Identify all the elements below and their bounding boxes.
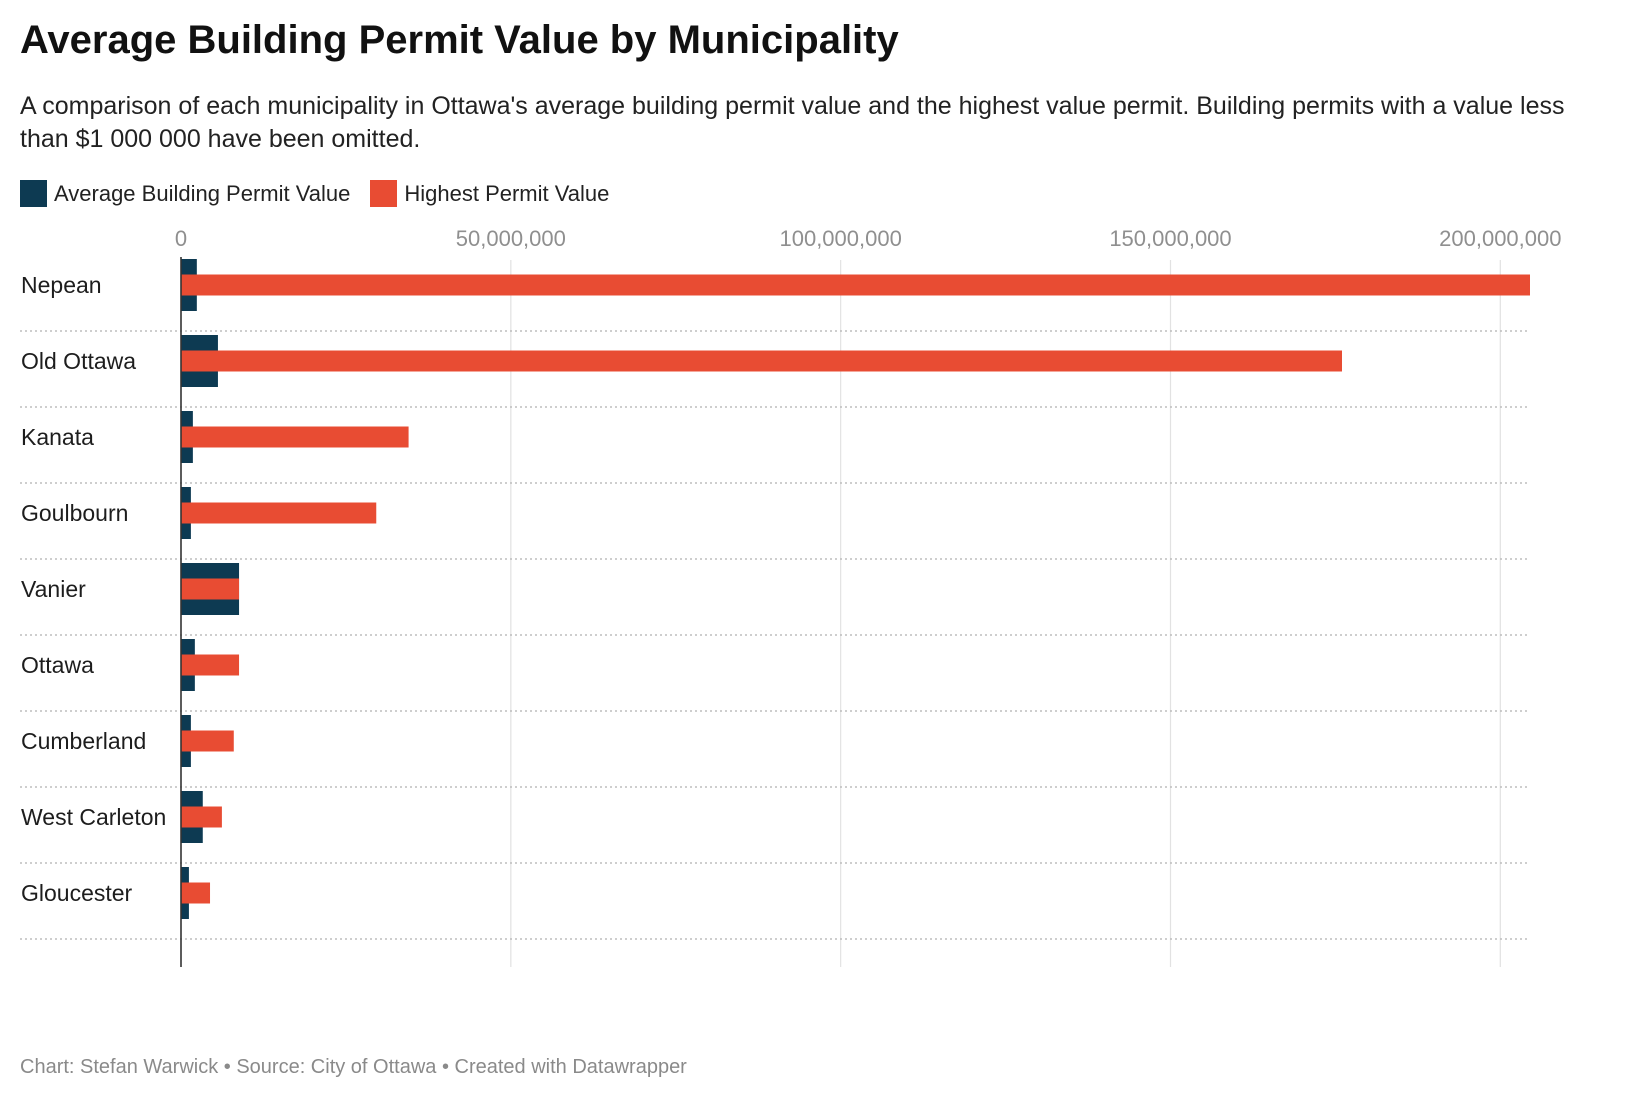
category-label: Old Ottawa [21, 348, 136, 374]
category-label: Nepean [21, 272, 102, 298]
bar-highest [181, 806, 222, 828]
bar-chart: 0 50,000,000 100,000,000 150,000,000 200,000… [20, 226, 1561, 967]
category-label: Vanier [21, 576, 86, 602]
bar-highest [181, 882, 211, 904]
legend-swatch-average [20, 180, 47, 207]
chart-subtitle: A comparison of each municipality in Ott… [20, 92, 1565, 153]
legend: Average Building Permit Value Highest Pe… [20, 180, 629, 207]
category-label: Ottawa [21, 652, 94, 678]
legend-label-average: Average Building Permit Value [54, 180, 351, 206]
category-label: Goulbourn [21, 500, 128, 526]
x-tick-label: 50,000,000 [456, 226, 566, 251]
bar-highest [181, 578, 240, 600]
x-tick-label: 200,000,000 [1439, 226, 1561, 251]
bar-highest [181, 350, 1342, 372]
legend-item-average: Average Building Permit Value [20, 180, 350, 207]
x-tick-label: 150,000,000 [1109, 226, 1231, 251]
bar-highest [181, 502, 377, 524]
category-label: Cumberland [21, 728, 146, 754]
chart-title: Average Building Permit Value by Municip… [20, 18, 899, 62]
bar-highest [181, 730, 234, 752]
x-tick-label: 0 [175, 226, 187, 251]
legend-item-highest: Highest Permit Value [370, 180, 609, 207]
bar-highest [181, 426, 409, 448]
bar-highest [181, 654, 240, 676]
category-label: West Carleton [21, 804, 166, 830]
legend-swatch-highest [370, 180, 398, 207]
category-label: Kanata [21, 424, 94, 450]
category-label: Gloucester [21, 880, 133, 906]
bar-highest [181, 274, 1530, 296]
legend-label-highest: Highest Permit Value [404, 180, 610, 206]
x-tick-label: 100,000,000 [779, 226, 901, 251]
chart-footer: Chart: Stefan Warwick • Source: City of … [20, 1056, 687, 1078]
